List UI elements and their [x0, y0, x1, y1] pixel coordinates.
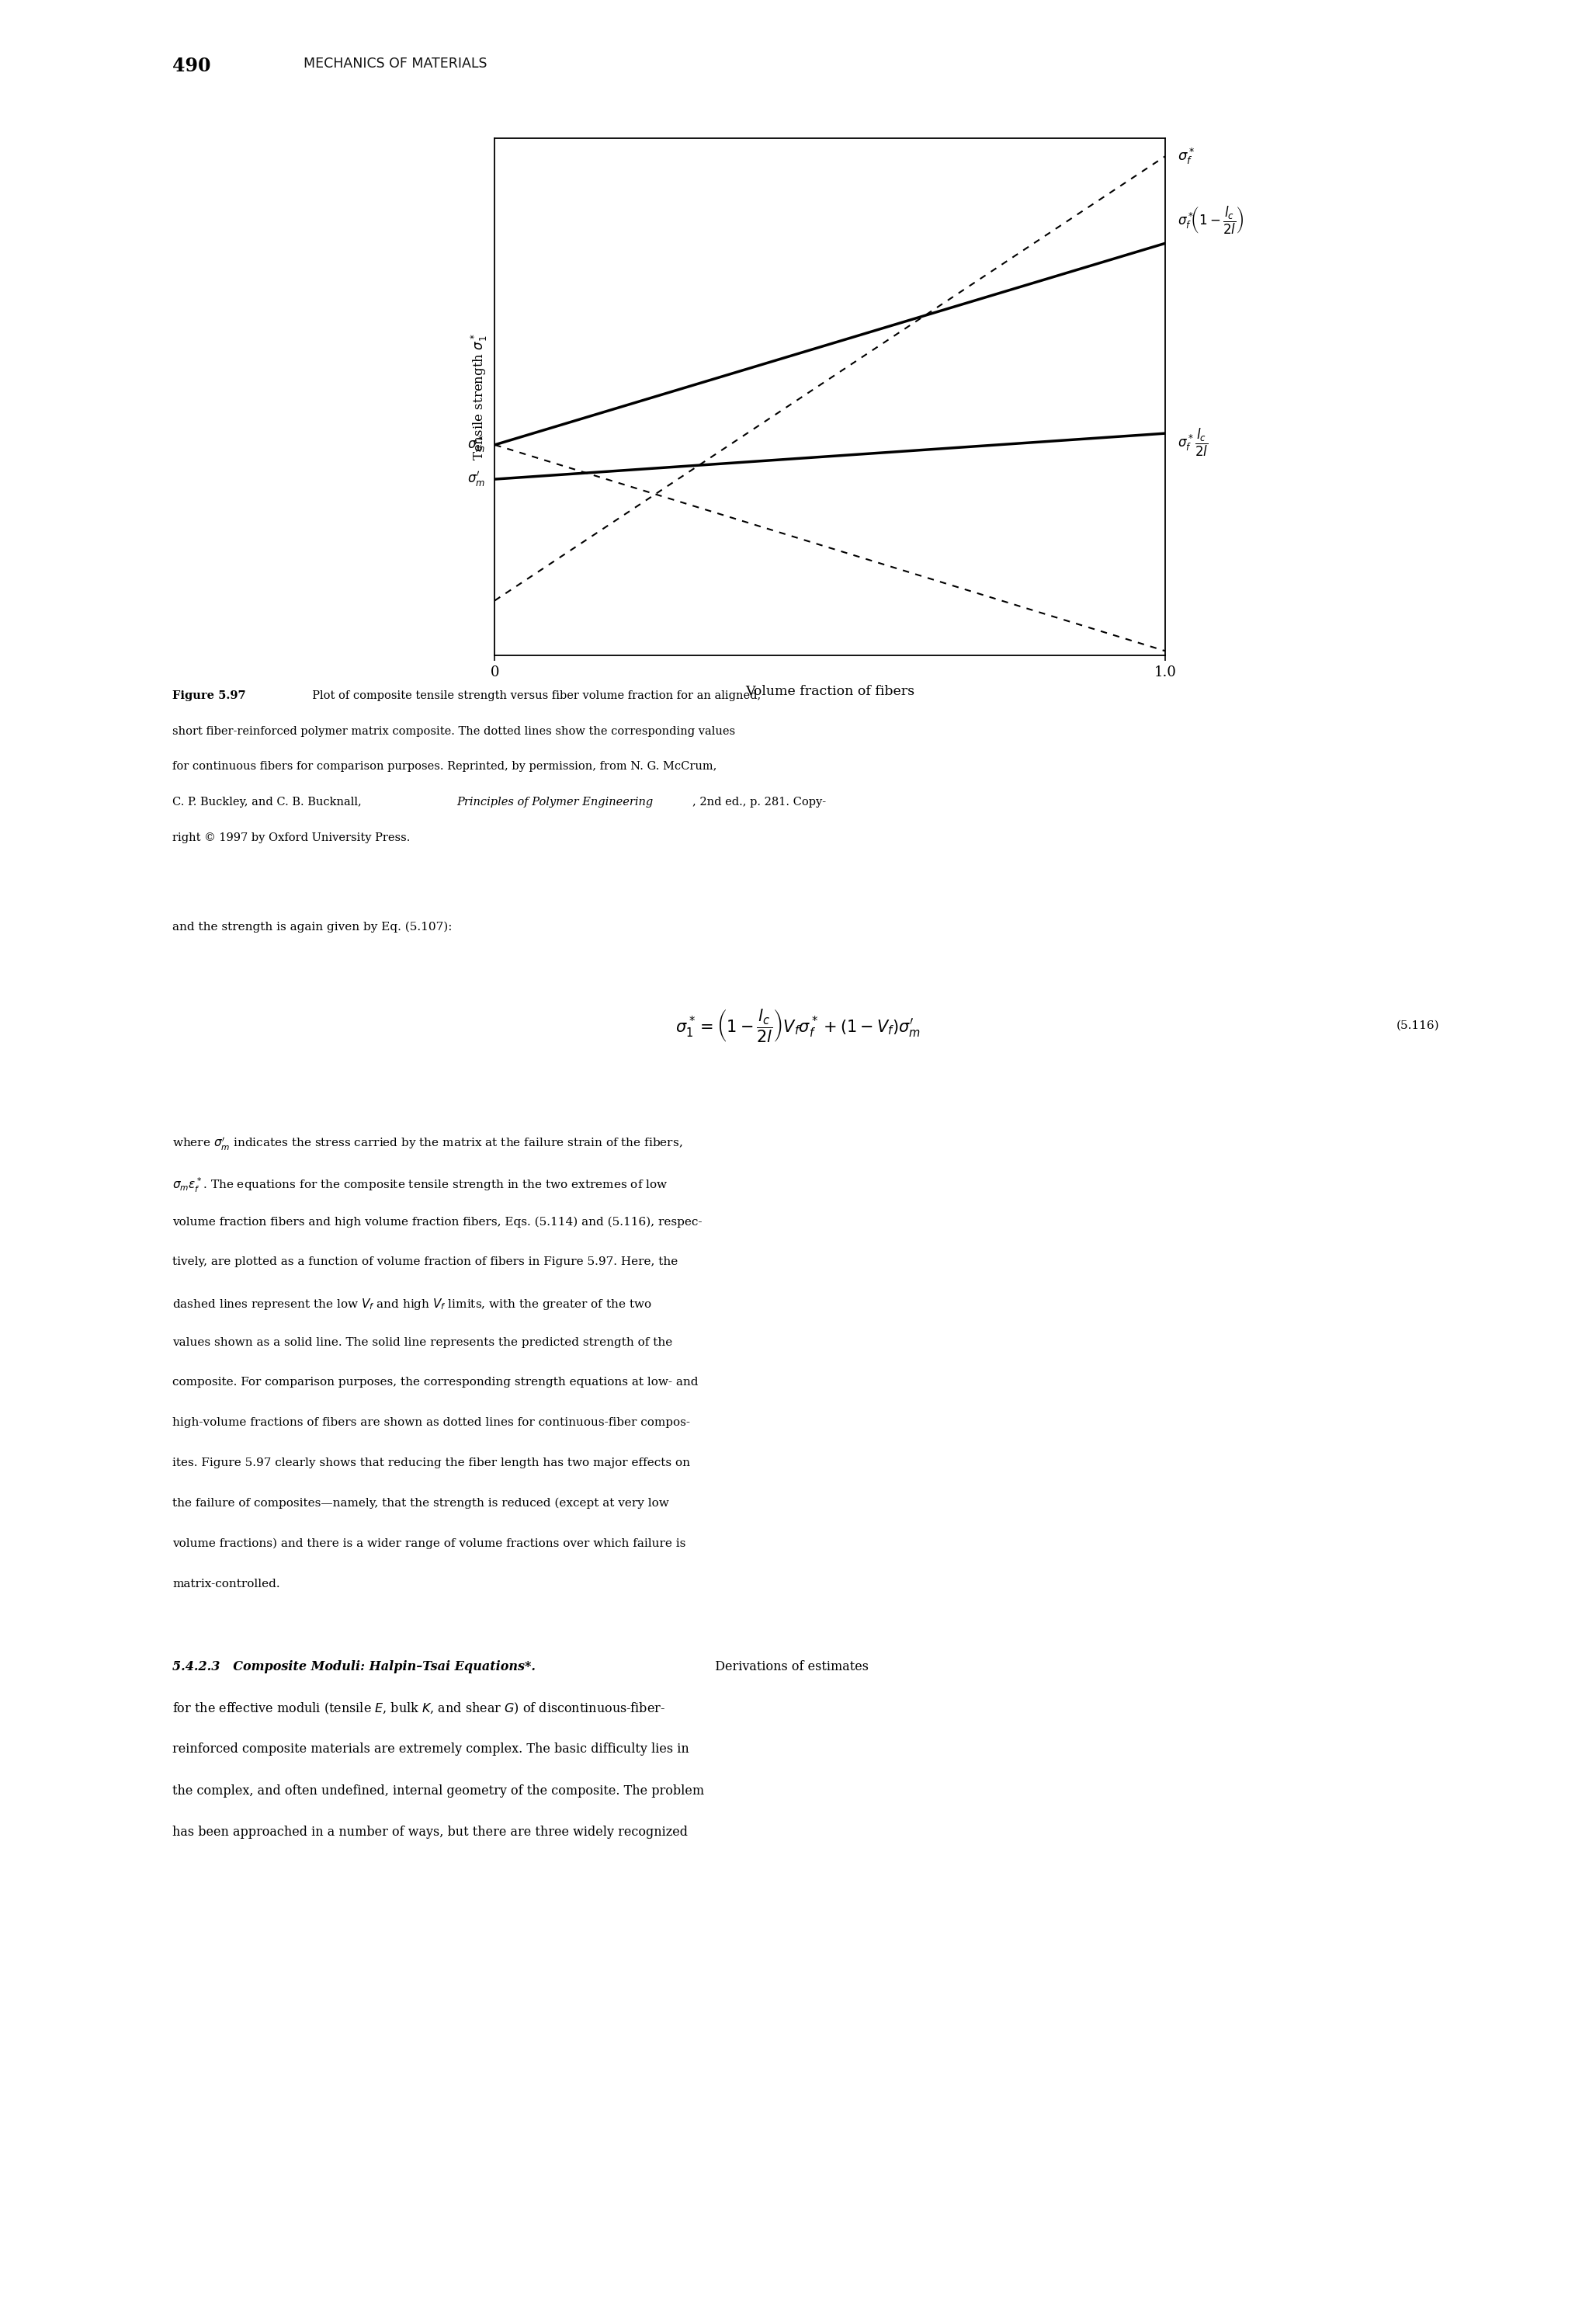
Text: right © 1997 by Oxford University Press.: right © 1997 by Oxford University Press. — [172, 833, 410, 844]
Text: reinforced composite materials are extremely complex. The basic difficulty lies : reinforced composite materials are extre… — [172, 1743, 689, 1755]
Text: $\sigma_f^*\!\!\left(1-\dfrac{l_c}{2l}\right)$: $\sigma_f^*\!\!\left(1-\dfrac{l_c}{2l}\r… — [1178, 205, 1245, 237]
Text: 5.4.2.3   Composite Moduli: Halpin–Tsai Equations*.: 5.4.2.3 Composite Moduli: Halpin–Tsai Eq… — [172, 1661, 536, 1672]
Text: where $\sigma_m'$ indicates the stress carried by the matrix at the failure stra: where $\sigma_m'$ indicates the stress c… — [172, 1136, 683, 1152]
Text: $\sigma_f^*$: $\sigma_f^*$ — [1178, 147, 1195, 166]
Text: $\sigma_m^*$: $\sigma_m^*$ — [468, 435, 485, 455]
Text: values shown as a solid line. The solid line represents the predicted strength o: values shown as a solid line. The solid … — [172, 1336, 672, 1348]
Text: MECHANICS OF MATERIALS: MECHANICS OF MATERIALS — [303, 55, 487, 71]
Text: Figure 5.97: Figure 5.97 — [172, 690, 246, 702]
Text: the complex, and often undefined, internal geometry of the composite. The proble: the complex, and often undefined, intern… — [172, 1785, 704, 1796]
Text: has been approached in a number of ways, but there are three widely recognized: has been approached in a number of ways,… — [172, 1826, 688, 1838]
Text: high-volume fractions of fibers are shown as dotted lines for continuous-fiber c: high-volume fractions of fibers are show… — [172, 1417, 689, 1428]
Text: ites. Figure 5.97 clearly shows that reducing the fiber length has two major eff: ites. Figure 5.97 clearly shows that red… — [172, 1458, 689, 1467]
X-axis label: Volume fraction of fibers: Volume fraction of fibers — [745, 685, 915, 697]
Text: volume fraction fibers and high volume fraction fibers, Eqs. (5.114) and (5.116): volume fraction fibers and high volume f… — [172, 1217, 702, 1228]
Text: (5.116): (5.116) — [1396, 1019, 1440, 1030]
Text: for the effective moduli (tensile $E$, bulk $K$, and shear $G$) of discontinuous: for the effective moduli (tensile $E$, b… — [172, 1702, 666, 1716]
Text: Derivations of estimates: Derivations of estimates — [707, 1661, 868, 1672]
Text: Plot of composite tensile strength versus fiber volume fraction for an aligned,: Plot of composite tensile strength versu… — [305, 690, 761, 702]
Text: dashed lines represent the low $V_f$ and high $V_f$ limits, with the greater of : dashed lines represent the low $V_f$ and… — [172, 1297, 651, 1311]
Text: $\sigma_f^*\dfrac{l_c}{2l}$: $\sigma_f^*\dfrac{l_c}{2l}$ — [1178, 428, 1208, 458]
Text: the failure of composites—namely, that the strength is reduced (except at very l: the failure of composites—namely, that t… — [172, 1497, 669, 1509]
Text: $\sigma_1^* = \left(1 - \dfrac{l_c}{2l}\right)V_f\sigma_f^* + (1 - V_f)\sigma_m^: $\sigma_1^* = \left(1 - \dfrac{l_c}{2l}\… — [675, 1007, 921, 1044]
Text: for continuous fibers for comparison purposes. Reprinted, by permission, from N.: for continuous fibers for comparison pur… — [172, 761, 717, 773]
Text: short fiber-reinforced polymer matrix composite. The dotted lines show the corre: short fiber-reinforced polymer matrix co… — [172, 724, 736, 736]
Text: composite. For comparison purposes, the corresponding strength equations at low-: composite. For comparison purposes, the … — [172, 1378, 699, 1387]
Text: matrix-controlled.: matrix-controlled. — [172, 1578, 279, 1589]
Text: C. P. Buckley, and C. B. Bucknall,: C. P. Buckley, and C. B. Bucknall, — [172, 798, 365, 807]
Text: , 2nd ed., p. 281. Copy-: , 2nd ed., p. 281. Copy- — [693, 798, 827, 807]
Text: volume fractions) and there is a wider range of volume fractions over which fail: volume fractions) and there is a wider r… — [172, 1539, 686, 1550]
Text: $\sigma_m'$: $\sigma_m'$ — [468, 469, 485, 488]
Text: and the strength is again given by Eq. (5.107):: and the strength is again given by Eq. (… — [172, 922, 452, 934]
Text: tively, are plotted as a function of volume fraction of fibers in Figure 5.97. H: tively, are plotted as a function of vol… — [172, 1256, 678, 1267]
Text: 490: 490 — [172, 55, 211, 76]
Y-axis label: Tensile strength $\sigma_1^*$: Tensile strength $\sigma_1^*$ — [469, 333, 490, 460]
Text: $\sigma_m\varepsilon_f^*$. The equations for the composite tensile strength in t: $\sigma_m\varepsilon_f^*$. The equations… — [172, 1175, 669, 1194]
Text: Principles of Polymer Engineering: Principles of Polymer Engineering — [456, 798, 653, 807]
